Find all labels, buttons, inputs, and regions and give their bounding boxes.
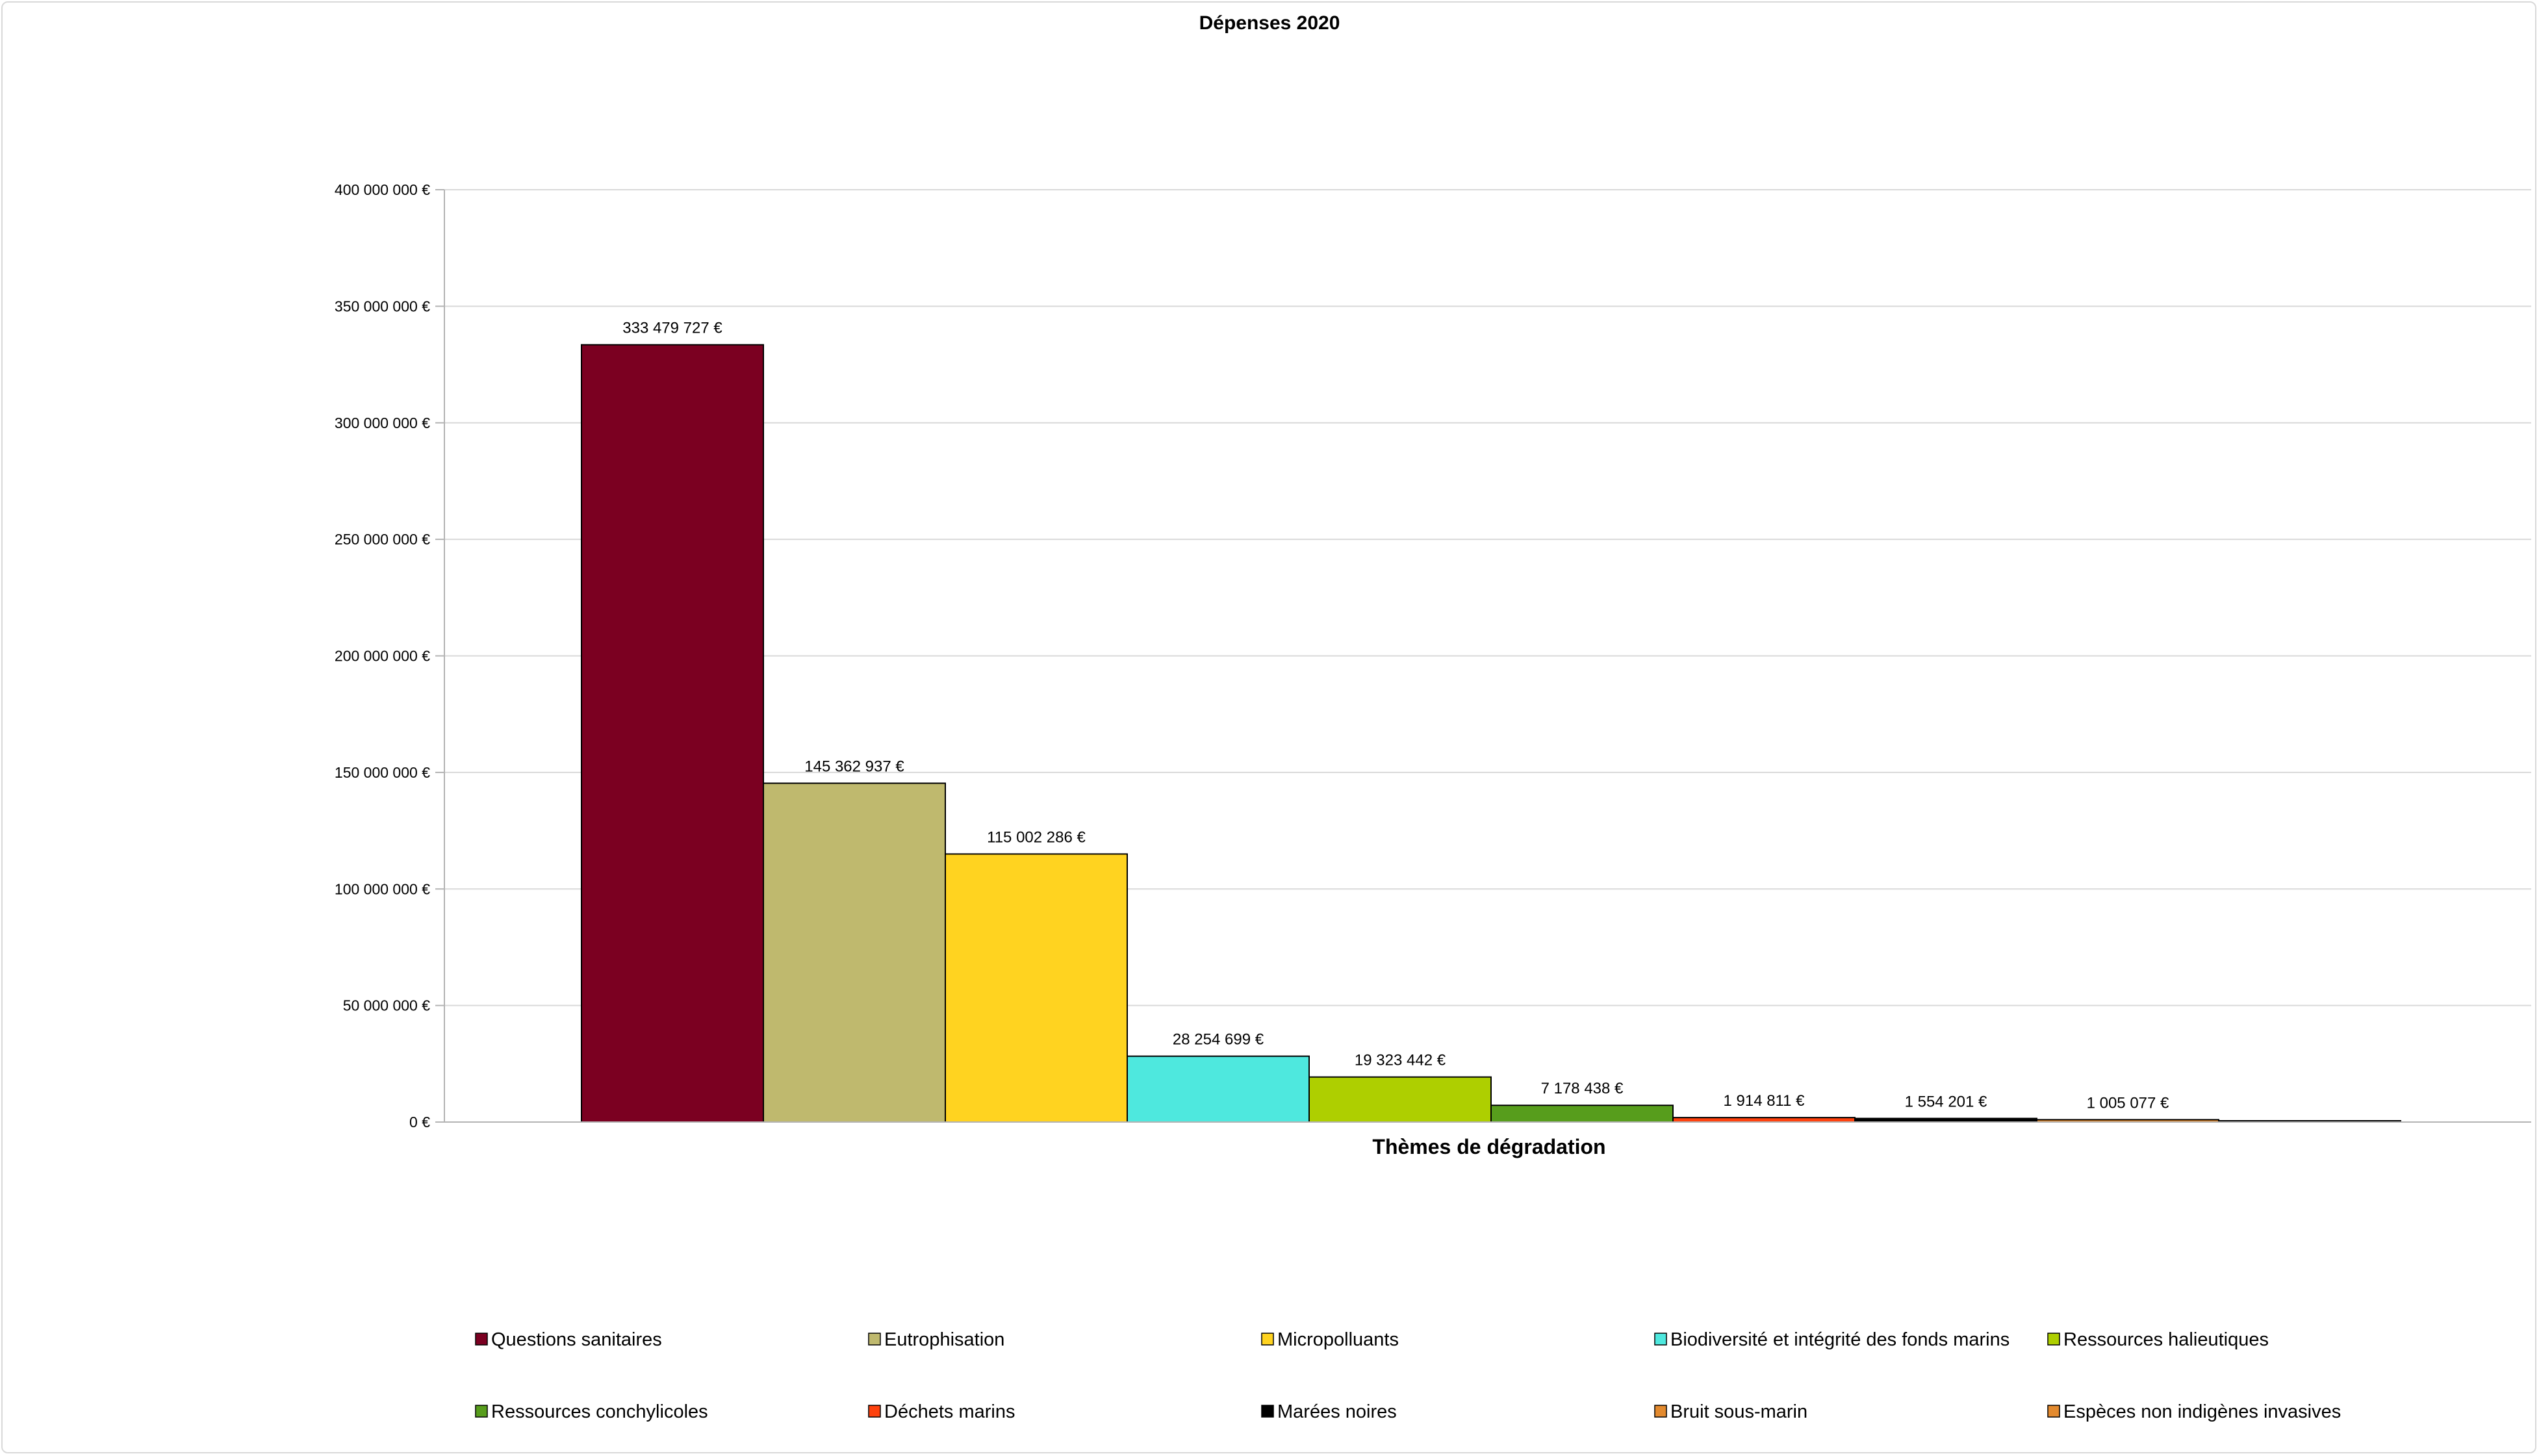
legend-label: Espèces non indigènes invasives bbox=[2063, 1401, 2341, 1422]
chart-title: Dépenses 2020 bbox=[1199, 12, 1340, 34]
legend-label: Bruit sous-marin bbox=[1670, 1401, 1807, 1422]
y-tick-label: 350 000 000 € bbox=[335, 298, 430, 314]
data-label: 1 005 077 € bbox=[2087, 1094, 2169, 1112]
y-tick-label: 0 € bbox=[409, 1114, 430, 1130]
bar bbox=[945, 853, 1128, 1123]
bar bbox=[581, 344, 764, 1123]
data-labels: 333 479 727 € 145 362 937 € 115 002 286 € 2… bbox=[622, 320, 2169, 1112]
legend-swatch bbox=[1654, 1333, 1667, 1346]
bar bbox=[1672, 1117, 1856, 1123]
bar bbox=[763, 782, 946, 1123]
legend-label: Déchets marins bbox=[884, 1401, 1015, 1422]
legend-swatch bbox=[2047, 1405, 2060, 1418]
legend-label: Micropolluants bbox=[1277, 1329, 1399, 1350]
legend-swatch bbox=[1261, 1405, 1274, 1418]
y-tick-label: 250 000 000 € bbox=[335, 531, 430, 548]
legend-label: Biodiversité et intégrité des fonds mari… bbox=[1670, 1329, 2010, 1350]
y-tick-label: 50 000 000 € bbox=[343, 997, 431, 1014]
data-label: 1 554 201 € bbox=[1905, 1093, 1987, 1110]
data-label: 19 323 442 € bbox=[1355, 1052, 1446, 1069]
data-label: 115 002 286 € bbox=[987, 828, 1086, 846]
legend-label: Marées noires bbox=[1277, 1401, 1397, 1422]
legend-swatch bbox=[1654, 1405, 1667, 1418]
bar bbox=[1127, 1055, 1310, 1123]
y-tick-label: 150 000 000 € bbox=[335, 764, 430, 781]
data-label: 7 178 438 € bbox=[1541, 1080, 1624, 1097]
axes bbox=[444, 190, 2531, 1123]
y-tick-label: 300 000 000 € bbox=[335, 415, 430, 431]
legend-label: Ressources conchylicoles bbox=[491, 1401, 708, 1422]
legend-swatch bbox=[2047, 1333, 2060, 1346]
data-label: 145 362 937 € bbox=[804, 758, 904, 776]
data-label: 1 914 811 € bbox=[1723, 1092, 1805, 1110]
bars bbox=[581, 344, 2401, 1123]
y-axis-ticks: 0 € 50 000 000 € 100 000 000 € 150 000 000 … bbox=[335, 181, 444, 1130]
legend-swatch bbox=[475, 1333, 488, 1346]
y-tick-label: 100 000 000 € bbox=[335, 880, 430, 897]
legend-swatch bbox=[475, 1405, 488, 1418]
data-label: 333 479 727 € bbox=[622, 320, 722, 337]
x-axis-label: Thèmes de dégradation bbox=[1372, 1135, 1605, 1158]
legend-swatch bbox=[868, 1333, 881, 1346]
legend: Questions sanitaires Eutrophisation Microp… bbox=[475, 1329, 2341, 1422]
legend-label: Ressources halieutiques bbox=[2063, 1329, 2269, 1350]
y-tick-label: 400 000 000 € bbox=[335, 181, 430, 198]
legend-label: Eutrophisation bbox=[884, 1329, 1004, 1350]
legend-swatch bbox=[868, 1405, 881, 1418]
bar bbox=[1308, 1076, 1492, 1123]
bar bbox=[1490, 1105, 1674, 1123]
y-tick-label: 200 000 000 € bbox=[335, 648, 430, 665]
legend-label: Questions sanitaires bbox=[491, 1329, 662, 1350]
legend-swatch bbox=[1261, 1333, 1274, 1346]
data-label: 28 254 699 € bbox=[1173, 1031, 1264, 1049]
